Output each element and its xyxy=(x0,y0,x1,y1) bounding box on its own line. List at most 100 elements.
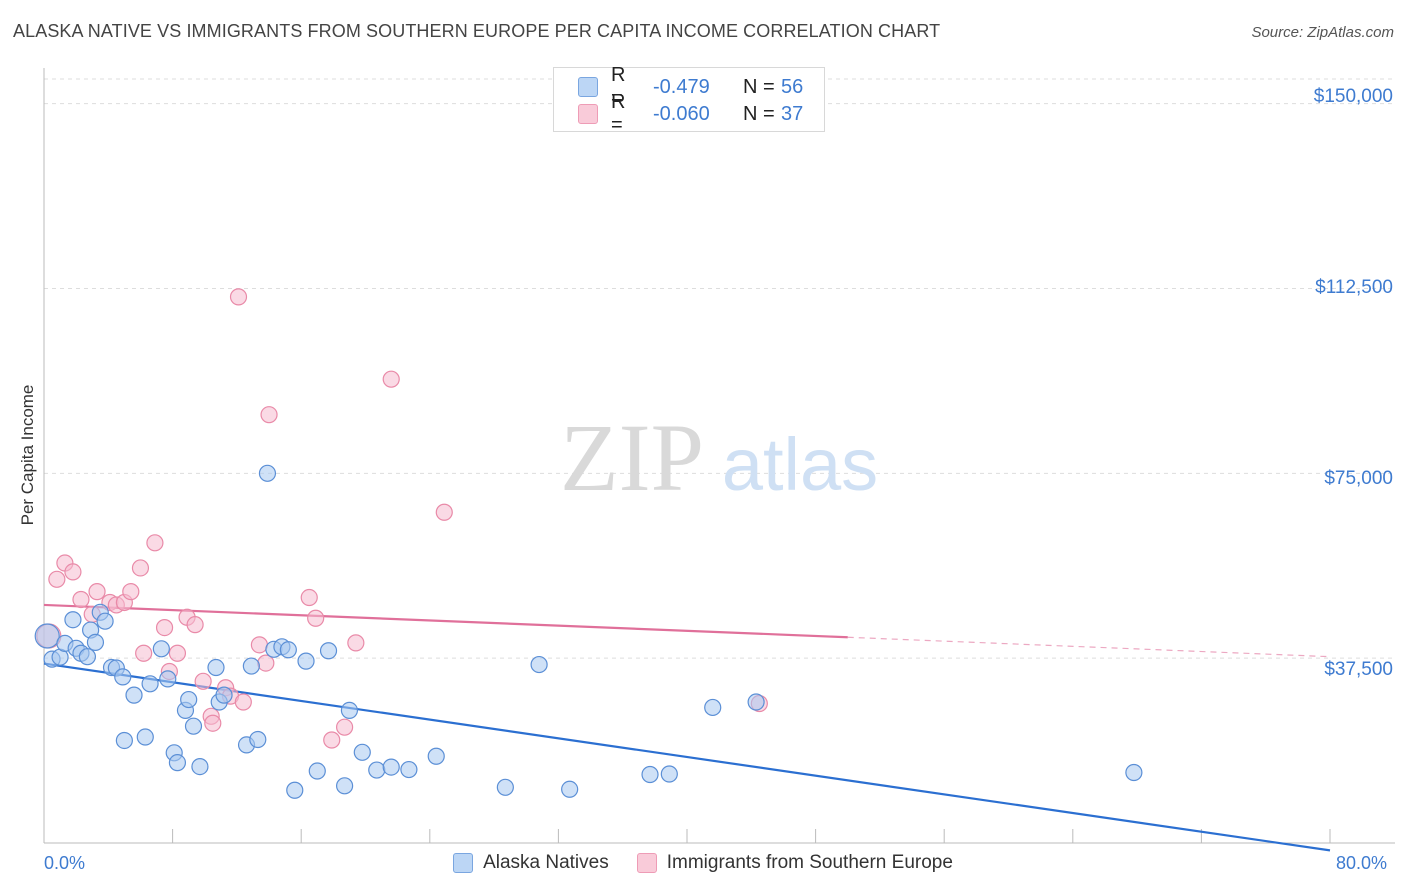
alaska-point xyxy=(168,754,187,772)
legend-swatch-blue xyxy=(578,77,598,97)
alaska-point xyxy=(249,730,267,749)
chart-title: ALASKA NATIVE VS IMMIGRANTS FROM SOUTHER… xyxy=(13,21,941,41)
alaska-point xyxy=(115,731,133,750)
trend-line-dashed-1 xyxy=(847,636,1331,658)
alaska-point xyxy=(184,717,203,735)
y-tick-150000: $150,000 xyxy=(1313,86,1393,107)
alaska-point xyxy=(368,761,386,779)
alaska-point xyxy=(136,728,154,746)
trend-line-1 xyxy=(43,603,848,639)
legend-item-immigrants[interactable]: Immigrants from Southern Europe xyxy=(636,852,953,874)
immigrant-point xyxy=(155,619,174,637)
alaska-point xyxy=(191,757,209,776)
immigrant-point xyxy=(194,672,212,690)
alaska-point xyxy=(340,701,359,720)
alaska-point xyxy=(660,765,678,783)
alaska-point xyxy=(496,778,514,796)
immigrant-point xyxy=(229,288,248,306)
immigrant-point xyxy=(186,616,204,634)
legend-n-label: N = xyxy=(743,75,775,98)
immigrant-point xyxy=(250,636,269,654)
immigrant-point xyxy=(382,370,400,388)
legend-r-label: R = xyxy=(611,91,626,136)
immigrant-point xyxy=(204,714,222,732)
y-tick-75000: $75,000 xyxy=(1324,468,1393,489)
y-tick-37500: $37,500 xyxy=(1324,659,1393,680)
immigrant-point xyxy=(260,406,278,424)
legend-swatch-pink xyxy=(636,853,657,873)
legend-n-value: 37 xyxy=(781,102,804,125)
legend-n-value: 56 xyxy=(781,75,804,98)
watermark-zip: ZIP xyxy=(560,404,704,511)
watermark-atlas: atlas xyxy=(722,423,878,506)
alaska-point xyxy=(336,777,354,795)
source-label: Source: ZipAtlas.com xyxy=(1251,24,1394,41)
alaska-point xyxy=(279,641,297,659)
alaska-point xyxy=(242,657,260,675)
legend-r-label: R = xyxy=(611,64,626,109)
trend-line-0 xyxy=(43,662,1331,852)
alaska-point xyxy=(400,760,418,779)
immigrant-point xyxy=(435,503,453,521)
immigrant-point xyxy=(122,583,140,601)
x-tick-80: 80.0% xyxy=(1336,853,1388,873)
immigrant-point xyxy=(131,559,150,577)
immigrant-point xyxy=(336,718,354,736)
axes xyxy=(43,68,1395,844)
alaska-point xyxy=(530,655,548,674)
alaska-point xyxy=(382,758,400,776)
immigrant-point xyxy=(347,634,365,652)
alaska-point xyxy=(86,633,105,651)
correlation-legend: R = -0.479 N = 56 R = -0.060 N = 37 xyxy=(553,64,825,136)
immigrant-point xyxy=(323,731,341,749)
alaska-point xyxy=(114,668,132,686)
alaska-point xyxy=(258,464,277,482)
legend-label-immigrants: Immigrants from Southern Europe xyxy=(666,852,953,873)
immigrant-point xyxy=(135,644,153,662)
legend-r-value: -0.060 xyxy=(653,102,710,125)
alaska-point xyxy=(125,686,143,704)
alaska-point xyxy=(704,698,722,717)
alaska-point xyxy=(207,658,225,677)
alaska-point xyxy=(152,640,170,658)
alaska-point xyxy=(297,652,315,670)
legend-swatch-pink xyxy=(578,104,598,124)
alaska-point xyxy=(1125,763,1143,782)
immigrant-point xyxy=(168,644,187,662)
alaska-point xyxy=(319,642,338,660)
legend-n-label: N = xyxy=(743,102,775,125)
alaska-point xyxy=(96,612,114,630)
immigrant-point xyxy=(48,570,66,588)
immigrant-point xyxy=(234,693,252,711)
alaska-point xyxy=(427,747,445,765)
alaska-point xyxy=(641,765,659,784)
alaska-point xyxy=(159,670,177,688)
legend-swatch-blue xyxy=(453,853,474,873)
legend-item-alaska-natives[interactable]: Alaska Natives xyxy=(453,852,609,874)
alaska-point xyxy=(286,781,304,799)
immigrant-point xyxy=(64,563,82,581)
alaska-point xyxy=(561,780,579,798)
watermark: ZIP atlas xyxy=(560,404,878,511)
series-legend: Alaska Natives Immigrants from Southern … xyxy=(0,852,1406,874)
alaska-point xyxy=(353,743,371,761)
alaska-point xyxy=(78,648,97,666)
alaska-point xyxy=(180,690,198,709)
immigrant-point xyxy=(146,534,164,552)
legend-r-value: -0.479 xyxy=(653,75,710,98)
alaska-point xyxy=(64,611,82,629)
legend-label-alaska-natives: Alaska Natives xyxy=(483,852,609,873)
y-tick-112500: $112,500 xyxy=(1315,277,1393,298)
alaska-point xyxy=(34,623,60,649)
immigrant-point xyxy=(72,590,90,609)
immigrant-point xyxy=(307,609,325,627)
legend-row-immigrants: R = -0.060 N = 37 xyxy=(578,91,804,136)
series-alaska-natives xyxy=(34,464,1143,799)
immigrant-point xyxy=(88,583,106,601)
alaska-point xyxy=(308,762,326,780)
alaska-point xyxy=(215,686,233,704)
alaska-point xyxy=(747,693,765,711)
legend-row-alaska: R = -0.479 N = 56 xyxy=(578,64,804,109)
immigrant-point xyxy=(300,588,318,607)
